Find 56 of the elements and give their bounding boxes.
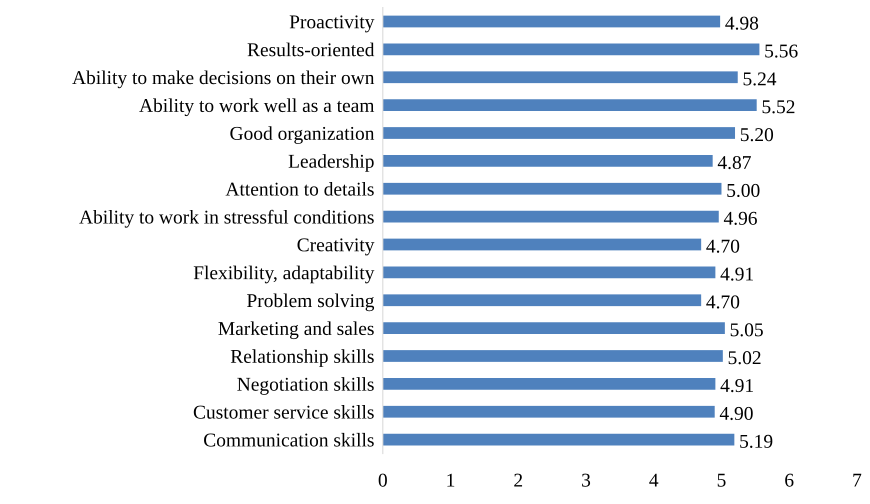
y-tick-label: Creativity bbox=[298, 238, 374, 256]
data-label: 4.70 bbox=[706, 240, 740, 253]
x-tick-label: 6 bbox=[785, 474, 794, 487]
x-tick-label: 4 bbox=[649, 474, 658, 487]
bar bbox=[382, 210, 719, 222]
data-label: 5.02 bbox=[728, 351, 761, 364]
x-tick-label: 1 bbox=[447, 474, 454, 487]
bar bbox=[382, 71, 738, 84]
data-label: 4.98 bbox=[725, 16, 758, 30]
bar bbox=[382, 44, 760, 56]
y-tick-label: Good organization bbox=[230, 126, 374, 144]
y-tick-label: Proactivity bbox=[290, 15, 374, 32]
bar bbox=[382, 127, 736, 139]
data-label: 5.56 bbox=[765, 44, 798, 58]
bar bbox=[382, 99, 757, 111]
data-label: 4.91 bbox=[720, 379, 753, 392]
x-tick-label: 0 bbox=[378, 474, 387, 487]
data-label: 5.05 bbox=[730, 323, 763, 336]
x-tick-label: 2 bbox=[514, 474, 522, 487]
y-tick-label: Attention to details bbox=[226, 182, 374, 196]
bar bbox=[382, 16, 720, 28]
x-tick-label: 7 bbox=[853, 474, 862, 487]
bar bbox=[382, 155, 713, 167]
y-tick-label: Ability to work in stressful conditions bbox=[79, 210, 374, 228]
bar bbox=[382, 238, 702, 250]
y-tick-label: Marketing and sales bbox=[218, 321, 374, 340]
y-tick-label: Flexibility, adaptability bbox=[194, 266, 374, 284]
data-label: 4.91 bbox=[720, 268, 753, 281]
y-tick-label: Ability to work well as a team bbox=[139, 98, 374, 116]
bar bbox=[382, 350, 723, 362]
data-label: 5.52 bbox=[762, 100, 794, 114]
data-label: 4.87 bbox=[718, 156, 751, 170]
data-label: 4.70 bbox=[706, 295, 740, 309]
data-label: 4.96 bbox=[724, 212, 757, 225]
y-tick-label: Relationship skills bbox=[230, 349, 374, 367]
data-label: 5.24 bbox=[744, 72, 776, 86]
y-tick-label: Results-oriented bbox=[248, 42, 374, 56]
y-tick-label: Negotiation skills bbox=[237, 377, 374, 395]
bar bbox=[382, 294, 702, 306]
bar bbox=[382, 182, 722, 195]
bar bbox=[382, 378, 716, 390]
y-tick-label: Ability to make decisions on their own bbox=[72, 70, 374, 88]
y-tick-label: Problem solving bbox=[247, 294, 374, 312]
y-tick-label: Communication skills bbox=[204, 432, 374, 447]
bar bbox=[382, 434, 734, 446]
data-label: 5.00 bbox=[727, 184, 760, 198]
x-tick-label: 3 bbox=[582, 474, 590, 487]
data-label: 5.19 bbox=[740, 434, 772, 448]
bar bbox=[382, 266, 716, 278]
data-label: 5.20 bbox=[740, 128, 774, 142]
y-tick-label: Customer service skills bbox=[194, 405, 374, 419]
y-tick-label: Leadership bbox=[288, 154, 374, 172]
data-label: 4.90 bbox=[720, 406, 753, 420]
bar bbox=[382, 406, 715, 418]
x-tick-label: 5 bbox=[718, 474, 726, 487]
bar bbox=[382, 322, 725, 334]
